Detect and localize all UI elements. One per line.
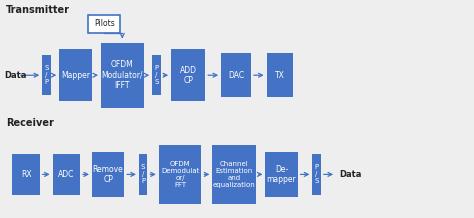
Bar — [88, 15, 120, 33]
Text: Pilots: Pilots — [94, 19, 115, 29]
Bar — [221, 53, 251, 97]
Text: P
/
S: P / S — [154, 65, 159, 85]
Bar — [159, 145, 201, 204]
Text: S
/
P: S / P — [44, 65, 49, 85]
Bar — [42, 55, 51, 95]
Text: Data: Data — [5, 71, 27, 80]
Bar — [171, 49, 205, 101]
Text: S
/
P: S / P — [141, 164, 146, 184]
Bar — [312, 154, 321, 194]
Bar — [212, 145, 256, 204]
Bar — [101, 43, 144, 108]
Text: DAC: DAC — [228, 71, 244, 80]
Text: RX: RX — [21, 170, 31, 179]
Text: TX: TX — [275, 71, 284, 80]
Text: ADD
CP: ADD CP — [180, 66, 197, 85]
Text: Receiver: Receiver — [6, 118, 54, 128]
Bar — [152, 55, 161, 95]
Bar — [266, 53, 293, 97]
Text: OFDM
Demodulat
or/
FFT: OFDM Demodulat or/ FFT — [161, 161, 199, 188]
Bar — [265, 152, 298, 197]
Text: Channel
Estimation
and
equalization: Channel Estimation and equalization — [213, 161, 255, 188]
Bar — [53, 154, 80, 195]
Text: De-
mapper: De- mapper — [267, 165, 296, 184]
Text: OFDM
Modulator/
IFFT: OFDM Modulator/ IFFT — [101, 60, 143, 90]
Text: Mapper: Mapper — [61, 71, 91, 80]
Bar — [12, 154, 40, 195]
Text: Transmitter: Transmitter — [6, 5, 70, 15]
Bar — [92, 152, 124, 197]
Text: Remove
CP: Remove CP — [93, 165, 123, 184]
Bar — [59, 49, 92, 101]
Text: P
/
S: P / S — [314, 164, 319, 184]
Text: ADC: ADC — [58, 170, 74, 179]
Bar — [139, 154, 147, 194]
Text: Data: Data — [339, 170, 361, 179]
